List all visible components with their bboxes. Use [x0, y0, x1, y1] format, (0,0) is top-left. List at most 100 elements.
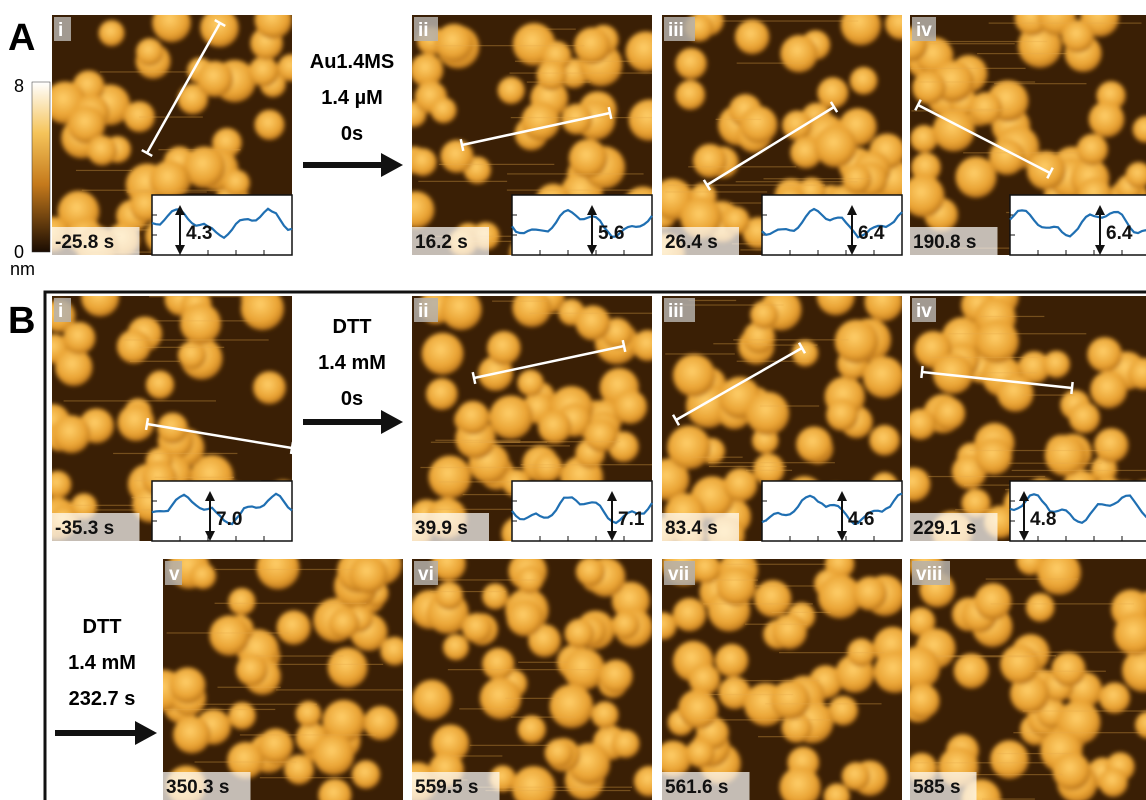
scan-streak — [198, 704, 317, 705]
particle — [482, 583, 508, 609]
particle — [792, 340, 819, 367]
profile-cap — [921, 366, 922, 378]
scan-streak — [697, 719, 830, 720]
frame-index: iii — [668, 20, 684, 41]
afm-image: viii585 s — [897, 547, 1146, 800]
scan-streak — [113, 453, 237, 454]
particle — [817, 277, 855, 315]
particle — [52, 415, 90, 453]
arrow-head — [135, 721, 157, 745]
afm-image: vi559.5 s — [397, 547, 664, 800]
particle — [1069, 402, 1100, 433]
particle — [724, 468, 758, 502]
particle — [412, 680, 452, 720]
scan-streak — [708, 462, 835, 463]
scan-streak — [722, 564, 829, 565]
particle — [591, 701, 618, 728]
particle — [200, 9, 239, 48]
scan-streak — [1012, 470, 1146, 471]
particle — [1090, 371, 1127, 408]
particle — [223, 170, 250, 197]
scan-streak — [911, 110, 1001, 111]
particle — [649, 612, 677, 640]
particle — [55, 349, 92, 386]
particle — [409, 148, 437, 176]
particle — [1099, 682, 1130, 713]
particle — [740, 106, 777, 143]
colorbar-max: 8 — [14, 76, 24, 96]
frame-index: ii — [418, 301, 429, 322]
particle — [117, 330, 151, 364]
particle — [521, 102, 560, 141]
particle — [897, 646, 940, 689]
scan-streak — [422, 579, 539, 580]
scan-streak — [521, 464, 668, 465]
scan-streak — [755, 585, 819, 586]
scan-streak — [451, 755, 503, 756]
particle — [180, 303, 221, 344]
particle — [835, 320, 879, 364]
particle — [655, 741, 692, 778]
scan-streak — [240, 734, 376, 735]
particle — [518, 715, 546, 743]
particle — [1094, 428, 1128, 462]
particle — [435, 24, 474, 63]
particle — [1077, 134, 1108, 165]
profile-box — [512, 195, 652, 255]
particle — [482, 648, 514, 680]
particle — [1062, 20, 1095, 53]
particle — [772, 614, 807, 649]
scan-streak — [448, 669, 599, 670]
scan-streak — [970, 450, 1112, 451]
particle — [626, 31, 667, 72]
frame-index: iii — [668, 301, 684, 322]
scan-streak — [459, 708, 513, 709]
particle — [258, 728, 293, 763]
particle — [676, 80, 706, 110]
particle — [397, 191, 434, 228]
particle — [456, 401, 490, 435]
scan-streak — [930, 357, 1050, 358]
particle — [693, 144, 727, 178]
scan-streak — [167, 632, 289, 633]
scan-streak — [737, 63, 806, 64]
scan-streak — [745, 624, 807, 625]
scan-streak — [746, 470, 792, 471]
scan-streak — [155, 477, 235, 478]
particle — [815, 125, 857, 167]
particle — [44, 471, 72, 499]
scan-streak — [709, 466, 787, 467]
particle — [969, 92, 1002, 125]
particle — [228, 588, 255, 615]
particle — [842, 762, 870, 790]
scan-streak — [996, 753, 1074, 754]
particle — [498, 77, 525, 104]
scan-streak — [420, 467, 561, 468]
scan-streak — [936, 656, 1035, 657]
scan-streak — [492, 445, 570, 446]
particle — [746, 392, 789, 435]
colorbar-unit: nm — [10, 259, 35, 279]
particle — [667, 426, 711, 470]
particle — [545, 739, 574, 768]
particle — [146, 371, 174, 399]
particle — [152, 3, 191, 42]
scan-streak — [691, 457, 742, 458]
particle — [686, 739, 715, 768]
particle — [209, 615, 249, 655]
particle — [912, 71, 945, 104]
particle — [933, 398, 965, 430]
particle — [170, 667, 206, 703]
scan-streak — [733, 339, 848, 340]
frame-index: i — [58, 301, 63, 322]
particle — [905, 684, 940, 719]
scan-streak — [713, 343, 767, 344]
particle — [426, 378, 458, 410]
particle — [850, 67, 878, 95]
particle — [1051, 652, 1085, 686]
particle — [431, 97, 457, 123]
scan-streak — [1023, 710, 1146, 711]
scan-streak — [123, 339, 269, 340]
frame-index: viii — [916, 564, 942, 585]
scan-streak — [689, 300, 737, 301]
